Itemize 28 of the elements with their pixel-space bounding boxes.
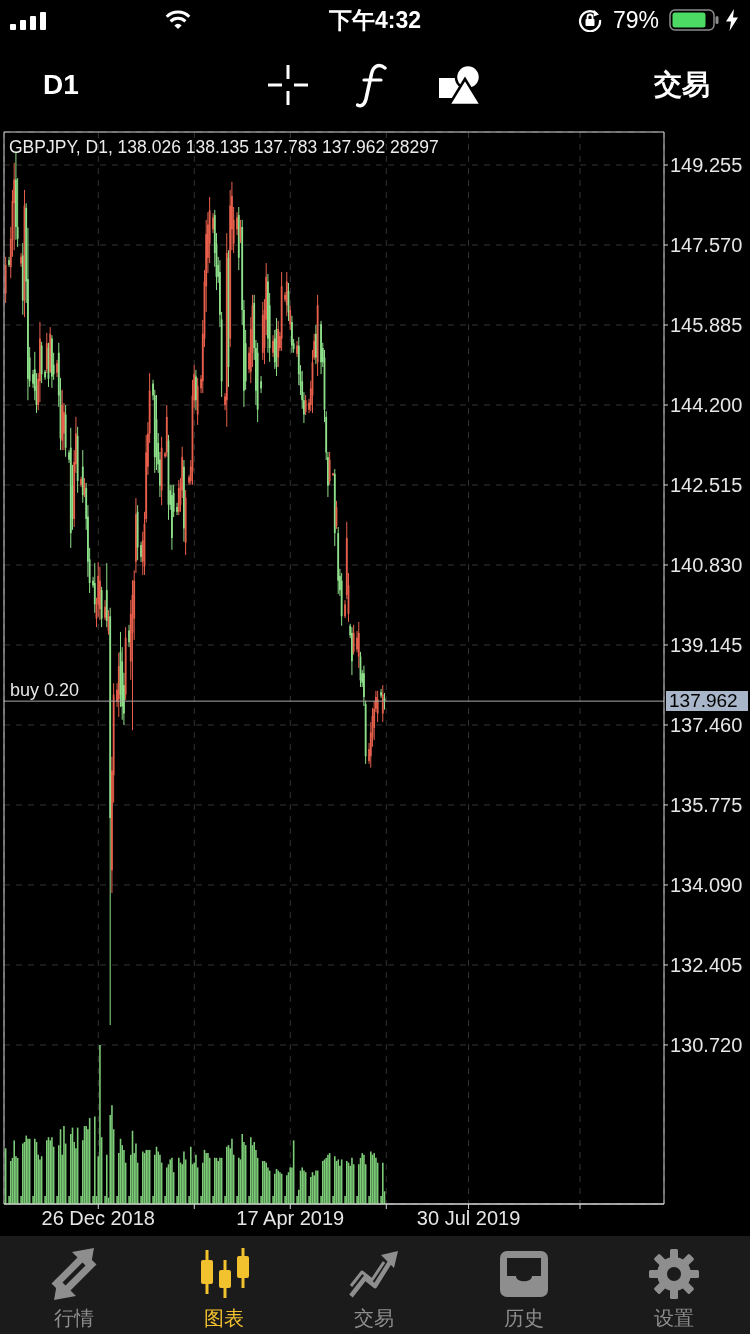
y-tick-label: 142.515 <box>670 474 743 497</box>
text: 历史 <box>504 1306 544 1330</box>
y-tick-label: 132.405 <box>670 954 743 977</box>
text: 设置 <box>654 1306 694 1330</box>
text: 79% <box>613 6 660 34</box>
y-tick-label: 140.830 <box>670 554 743 577</box>
candlestick <box>344 599 346 619</box>
text: 图表 <box>204 1306 244 1330</box>
ref-line-label: buy 0.20 <box>10 680 80 701</box>
y-tick-label: 145.885 <box>670 314 743 337</box>
text: 行情 <box>54 1306 94 1330</box>
y-tick-label: 134.090 <box>670 874 743 897</box>
y-tick-label: 149.255 <box>670 154 743 177</box>
y-tick-label: 137.460 <box>670 714 743 737</box>
x-tick-label: 26 Dec 2018 <box>41 1207 155 1230</box>
text: 交易 <box>354 1306 394 1330</box>
x-tick-label: 17 Apr 2019 <box>236 1207 345 1230</box>
text: 下午4:32 <box>328 6 422 34</box>
text: 137.962 <box>666 690 748 712</box>
y-tick-label: 135.775 <box>670 794 743 817</box>
chart-title: GBPJPY, D1, 138.026 138.135 137.783 137.962 28297 <box>9 137 439 157</box>
text: D1 <box>43 68 79 102</box>
y-tick-label: 130.720 <box>670 1034 743 1057</box>
y-tick-label: 147.570 <box>670 234 743 257</box>
y-tick-label: 139.145 <box>670 634 743 657</box>
y-tick-label: 144.200 <box>670 394 743 417</box>
x-tick-label: 30 Jul 2019 <box>416 1207 521 1230</box>
text: 交易 <box>654 68 710 102</box>
